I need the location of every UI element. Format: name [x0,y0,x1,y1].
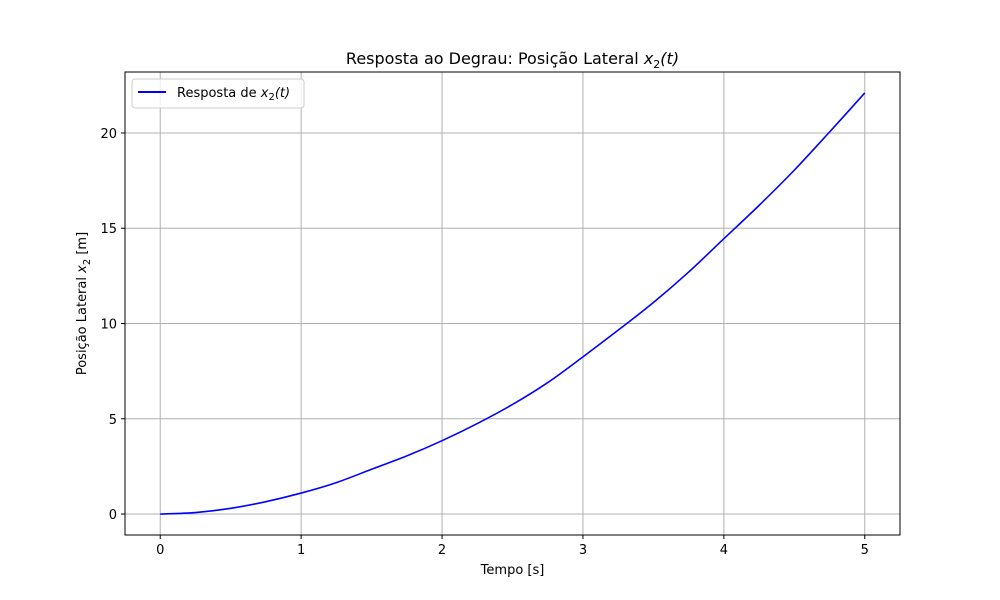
x-tick-label: 4 [720,543,728,558]
plot-lines [160,92,866,515]
legend-box [131,78,305,109]
y-tick-label: 5 [109,413,117,428]
y-tick-label: 20 [100,127,117,142]
series-line-x2 [160,92,866,515]
x-tick-label: 2 [438,543,446,558]
x-tick-label: 5 [861,543,869,558]
axes-frame [124,71,901,536]
x-tick-label: 0 [156,543,164,558]
x-axis-label: Tempo [s] [480,563,545,578]
legend: Resposta de x2(t) [131,78,305,109]
x-tick-label: 1 [297,543,305,558]
y-tick-label: 10 [100,318,117,333]
x-tick-label: 3 [579,543,587,558]
grid [125,72,900,535]
y-tick-label: 0 [109,508,117,523]
y-axis-label: Posição Lateral x2 [m] [75,232,93,375]
chart-title: Resposta ao Degrau: Posição Lateral x2(t… [346,49,679,71]
legend-label-x2: Resposta de x2(t) [177,86,290,103]
ticks: 0 1 2 3 4 5 0 5 10 15 20 [100,127,868,558]
y-tick-label: 15 [100,222,117,237]
